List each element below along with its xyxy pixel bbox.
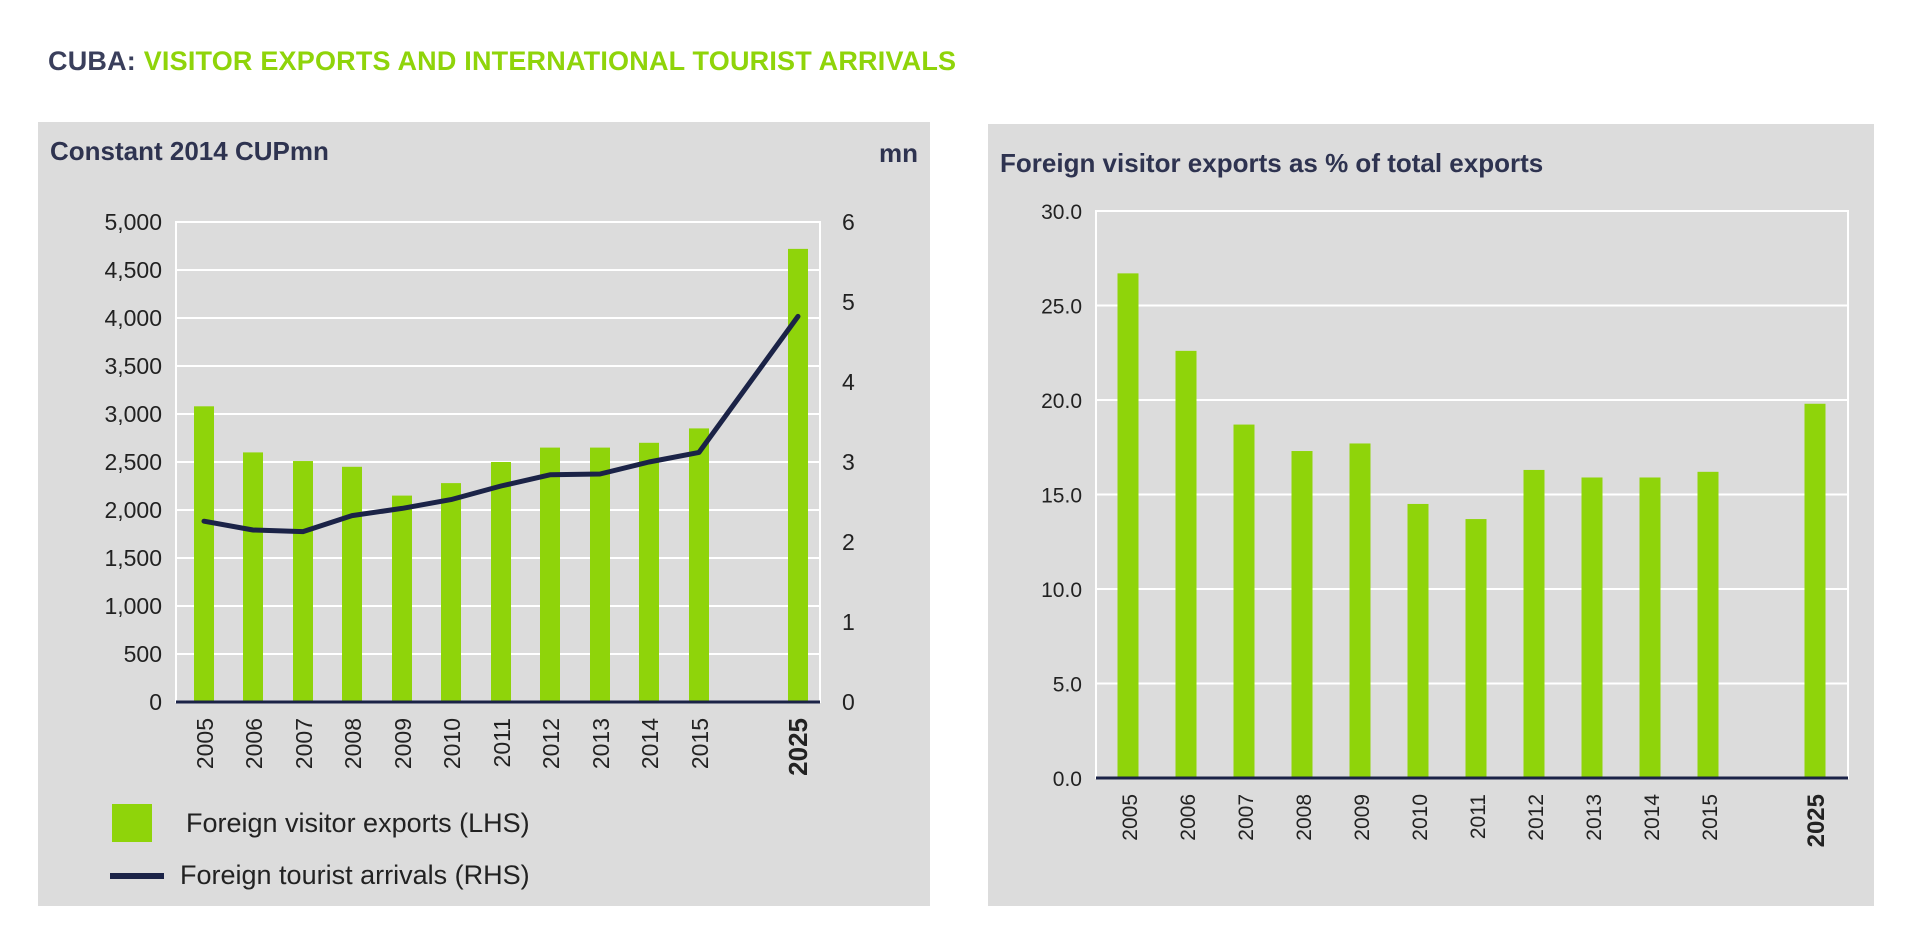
bar-2006 (1175, 350, 1197, 778)
x-tick-label-2015: 2015 (687, 718, 713, 769)
x-tick-label-2009: 2009 (390, 718, 416, 769)
y-tick-label: 25.0 (1041, 296, 1082, 319)
bar-2025 (1804, 403, 1826, 778)
x-tick-label-2008: 2008 (1293, 794, 1316, 841)
page-title-main: VISITOR EXPORTS AND INTERNATIONAL TOURIS… (143, 46, 957, 76)
bar-2006 (243, 452, 263, 702)
legend-label-visitor-exports: Foreign visitor exports (LHS) (186, 807, 530, 838)
legend-item-visitor-exports: Foreign visitor exports (LHS) (112, 804, 530, 842)
x-tick-label-2025: 2025 (1803, 794, 1830, 847)
x-tick-label-2005: 2005 (192, 718, 218, 769)
x-tick-label-2012: 2012 (538, 718, 564, 769)
y-tick-label: 2,000 (104, 497, 162, 523)
x-tick-label-2013: 2013 (588, 718, 614, 769)
bar-2025 (788, 248, 808, 702)
page-title-prefix: CUBA: (48, 46, 136, 76)
x-tick-label-2015: 2015 (1699, 794, 1722, 841)
y-tick-label: 15.0 (1041, 485, 1082, 508)
y-tick-label: 2,500 (104, 449, 162, 475)
y-tick-label: 1,000 (104, 593, 162, 619)
y-tick-label: 3,000 (104, 401, 162, 427)
x-tick-label-2006: 2006 (1177, 794, 1200, 841)
bar-2011 (1465, 519, 1487, 778)
y-tick-label: 5,000 (104, 209, 162, 235)
y-tick-label: 10.0 (1041, 579, 1082, 602)
visitor-exports-chart: 0 500 1,000 1,500 2,000 2,500 3,000 3,500 4,000 4… (104, 209, 855, 776)
y-tick-label: 20.0 (1041, 390, 1082, 413)
y-tick-label: 1,500 (104, 545, 162, 571)
bar-2014 (639, 442, 659, 702)
x-tick-label-2011: 2011 (489, 718, 515, 767)
x-tick-label-2008: 2008 (340, 718, 366, 769)
y2-tick-label: 0 (842, 689, 855, 715)
x-tick-label-2010: 2010 (439, 718, 465, 769)
bar-2015 (1697, 471, 1719, 778)
x-tick-label-2010: 2010 (1409, 794, 1432, 841)
bar-2007 (1233, 424, 1255, 778)
x-tick-label-2014: 2014 (637, 718, 663, 769)
legend-swatch-line (110, 872, 164, 879)
chart-left-right-axis-unit: mn (879, 138, 918, 168)
x-tick-label-2025: 2025 (783, 718, 813, 776)
x-tick-label-2014: 2014 (1641, 794, 1664, 841)
bar-2012 (1523, 469, 1545, 778)
y-tick-label: 4,500 (104, 257, 162, 283)
y-tick-label: 5.0 (1053, 674, 1082, 697)
bar-2007 (293, 461, 313, 702)
bar-2010 (1407, 503, 1429, 778)
x-tick-label-2006: 2006 (241, 718, 267, 769)
x-tick-label-2012: 2012 (1525, 794, 1548, 841)
bar-2009 (1349, 443, 1371, 778)
x-tick-label-2011: 2011 (1467, 794, 1490, 839)
bar-2015 (689, 428, 709, 702)
bar-2013 (1581, 477, 1603, 778)
bar-2014 (1639, 477, 1661, 778)
y2-tick-label: 2 (842, 529, 855, 555)
bar-2012 (540, 447, 560, 702)
bar-2011 (491, 462, 511, 702)
visitor-exports-chart-panel: 0 500 1,000 1,500 2,000 2,500 3,000 3,500 4,000 4… (38, 122, 930, 906)
page-title: CUBA: VISITOR EXPORTS AND INTERNATIONAL … (48, 46, 956, 77)
x-tick-label-2007: 2007 (1235, 794, 1258, 841)
y-tick-label: 4,000 (104, 305, 162, 331)
y2-tick-label: 4 (842, 369, 855, 395)
legend-label-tourist-arrivals: Foreign tourist arrivals (RHS) (180, 860, 530, 890)
y-tick-label: 30.0 (1041, 201, 1082, 224)
tourist-arrivals-line (201, 313, 801, 535)
x-tick-label-2009: 2009 (1351, 794, 1374, 841)
bar-2008 (342, 466, 362, 702)
y-tick-label: 0.0 (1053, 768, 1082, 791)
x-tick-label-2007: 2007 (291, 718, 317, 769)
y2-tick-label: 5 (842, 289, 855, 315)
visitor-exports-share-chart: 0.0 5.0 10.0 15.0 20.0 25.0 30.0 2005 2006 2007 20… (1041, 201, 1849, 847)
y2-tick-label: 3 (842, 449, 855, 475)
x-tick-label-2013: 2013 (1583, 794, 1606, 841)
visitor-exports-share-chart-panel: 0.0 5.0 10.0 15.0 20.0 25.0 30.0 2005 2006 2007 20… (988, 124, 1874, 906)
y2-tick-label: 1 (842, 609, 855, 635)
y2-tick-label: 6 (842, 209, 855, 235)
legend-item-tourist-arrivals: Foreign tourist arrivals (RHS) (110, 860, 530, 891)
bar-2008 (1291, 451, 1313, 778)
chart-left-title: Constant 2014 CUPmn (50, 136, 329, 166)
bar-2005 (1117, 273, 1139, 778)
x-tick-label-2005: 2005 (1119, 794, 1142, 841)
bar-2010 (441, 483, 461, 702)
bar-2005 (194, 406, 214, 702)
bar-2009 (392, 495, 412, 702)
y-tick-label: 3,500 (104, 353, 162, 379)
chart-right-title: Foreign visitor exports as % of total ex… (1000, 148, 1544, 178)
legend-swatch-bar (112, 804, 152, 842)
y-tick-label: 500 (124, 641, 162, 667)
bar-2013 (590, 447, 610, 702)
y-tick-label: 0 (149, 689, 162, 715)
